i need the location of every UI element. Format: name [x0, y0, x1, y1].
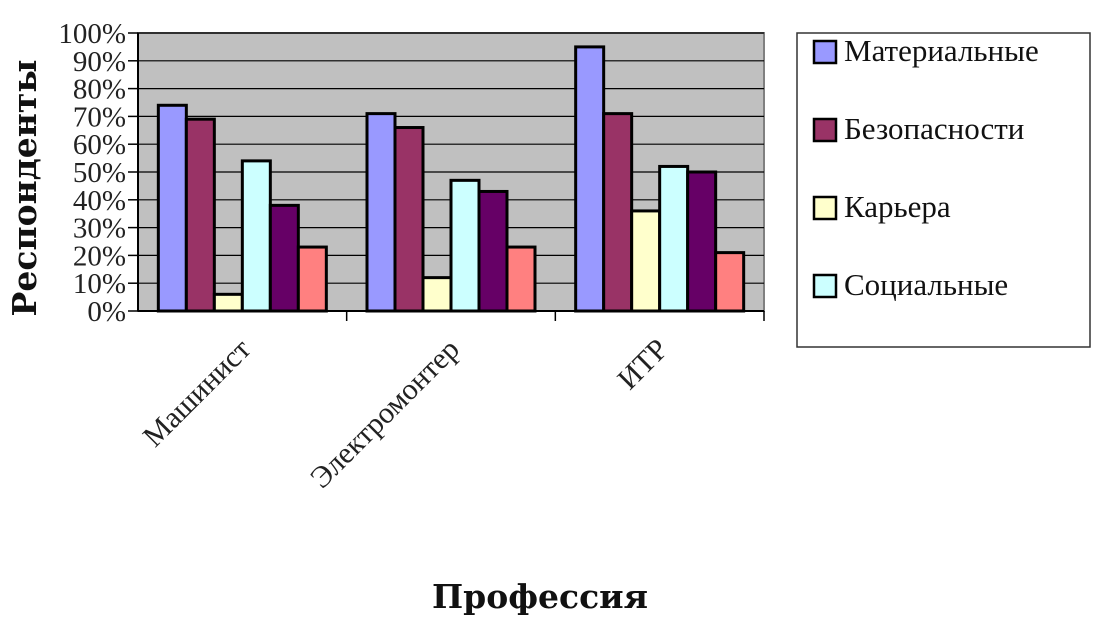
legend-label: Безопасности [844, 111, 1024, 146]
bar [630, 209, 662, 313]
legend-swatch [812, 273, 838, 299]
bar [686, 170, 718, 313]
bar [268, 203, 300, 313]
legend-items: Материальные Безопасности Карьера Социальны… [812, 33, 1039, 302]
legend: Материальные Безопасности Карьера Социальны… [796, 32, 1091, 348]
bar [658, 164, 690, 313]
y-tick-label: 50% [73, 157, 126, 189]
bar [602, 112, 634, 313]
x-tick-labels: Машинист Электромонтер ИТР [137, 333, 675, 495]
legend-label: Социальные [844, 267, 1008, 302]
legend-swatch [812, 39, 838, 65]
y-tick-labels: 0%10%20%30%40%50%60%70%80%90%100% [58, 18, 126, 328]
bar [212, 292, 244, 313]
legend-label: Карьера [844, 189, 951, 224]
x-axis-title: Профессия [432, 577, 648, 616]
axes [128, 32, 765, 321]
legend-swatch [812, 195, 838, 221]
legend-swatch [812, 117, 838, 143]
y-tick-label: 70% [73, 101, 126, 133]
y-tick-label: 20% [73, 240, 126, 272]
bar [477, 189, 509, 313]
legend-box [796, 32, 1091, 348]
y-tick-label: 10% [73, 268, 126, 300]
bar [449, 178, 481, 313]
x-tick-label: ИТР [611, 333, 674, 396]
y-tick-label: 80% [73, 74, 126, 106]
bar [393, 126, 425, 313]
y-tick-label: 0% [87, 296, 126, 328]
bar [240, 159, 272, 313]
y-axis-title: Респонденты [5, 60, 44, 317]
bar [184, 117, 216, 313]
bar [505, 245, 537, 313]
y-tick-label: 100% [58, 18, 126, 50]
y-tick-label: 90% [73, 46, 126, 78]
y-tick-label: 30% [73, 213, 126, 245]
bar [156, 103, 188, 313]
bar [365, 112, 397, 313]
legend-label: Материальные [844, 33, 1039, 68]
bar [714, 251, 746, 313]
x-tick-label: Электромонтер [304, 333, 466, 495]
x-tick-label: Машинист [137, 333, 258, 454]
y-tick-label: 60% [73, 129, 126, 161]
bar [574, 45, 606, 313]
y-tick-label: 40% [73, 185, 126, 217]
bar [421, 276, 453, 313]
bar [296, 245, 328, 313]
